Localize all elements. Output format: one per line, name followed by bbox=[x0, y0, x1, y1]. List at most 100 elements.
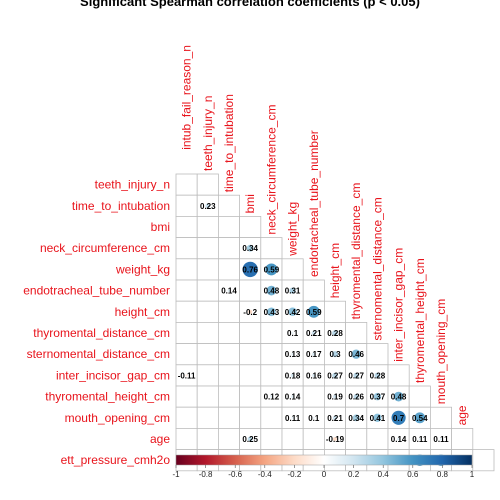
grid-cell bbox=[218, 365, 239, 386]
grid-cell bbox=[388, 365, 409, 386]
correlation-value-age-height-cm: -0.19 bbox=[326, 435, 345, 444]
colorbar-tick-label: 0.4 bbox=[378, 470, 390, 479]
correlation-value-thyromental-height-cm-thyromental-distance-cm: 0.26 bbox=[348, 393, 364, 402]
correlation-value-mouth-opening-cm-height-cm: 0.21 bbox=[327, 414, 343, 423]
correlation-value-height-cm-bmi: -0.2 bbox=[243, 308, 257, 317]
correlation-value-thyromental-distance-cm-weight-kg: 0.1 bbox=[287, 329, 299, 338]
grid-cell bbox=[218, 301, 239, 322]
grid-cell bbox=[197, 428, 218, 449]
grid-cell bbox=[367, 344, 388, 365]
row-label-thyromental-height-cm: thyromental_height_cm bbox=[45, 390, 170, 404]
correlation-value-endotracheal-tube-number-neck-circumference-cm: 0.48 bbox=[264, 287, 280, 296]
grid-cell bbox=[197, 386, 218, 407]
correlation-value-thyromental-distance-cm-height-cm: 0.28 bbox=[327, 329, 343, 338]
correlation-value-sternomental-distance-cm-endotracheal-tube-number: 0.17 bbox=[306, 350, 322, 359]
grid-cell bbox=[176, 322, 197, 343]
grid-cell bbox=[282, 259, 303, 280]
grid-cell bbox=[218, 216, 239, 237]
column-label-height-cm: height_cm bbox=[328, 243, 342, 298]
row-label-sternomental-distance-cm: sternomental_distance_cm bbox=[27, 347, 170, 361]
grid-cell bbox=[218, 386, 239, 407]
grid-cell bbox=[324, 301, 345, 322]
grid-cell bbox=[176, 280, 197, 301]
colorbar-tick-label: -0.6 bbox=[228, 470, 242, 479]
grid-cell bbox=[303, 428, 324, 449]
grid-cell bbox=[176, 407, 197, 428]
correlation-value-height-cm-endotracheal-tube-number: 0.59 bbox=[306, 308, 322, 317]
grid-cell bbox=[218, 259, 239, 280]
grid-cell bbox=[218, 407, 239, 428]
grid-cell bbox=[197, 365, 218, 386]
grid-cell bbox=[261, 344, 282, 365]
correlation-value-age-mouth-opening-cm: 0.11 bbox=[433, 435, 449, 444]
grid-cell bbox=[197, 344, 218, 365]
grid-cell bbox=[261, 407, 282, 428]
grid-cell bbox=[473, 450, 494, 471]
colorbar-tick-label: -1 bbox=[172, 470, 180, 479]
grid-cell bbox=[218, 195, 239, 216]
grid-cell bbox=[197, 407, 218, 428]
row-label-time-to-intubation: time_to_intubation bbox=[72, 199, 170, 213]
grid-cell bbox=[176, 195, 197, 216]
grid-cell bbox=[240, 344, 261, 365]
grid-cell bbox=[176, 386, 197, 407]
correlation-value-endotracheal-tube-number-time-to-intubation: 0.14 bbox=[221, 287, 237, 296]
grid-cell bbox=[430, 407, 451, 428]
correlation-value-height-cm-neck-circumference-cm: 0.43 bbox=[264, 308, 280, 317]
row-label-endotracheal-tube-number: endotracheal_tube_number bbox=[23, 284, 170, 298]
row-label-teeth-injury-n: teeth_injury_n bbox=[95, 178, 170, 192]
correlation-value-sternomental-distance-cm-weight-kg: 0.13 bbox=[285, 350, 301, 359]
grid-cell bbox=[218, 238, 239, 259]
grid-cell bbox=[282, 428, 303, 449]
column-label-neck-circumference-cm: neck_circumference_cm bbox=[264, 105, 278, 235]
correlation-value-inter-incisor-gap-cm-height-cm: 0.27 bbox=[327, 371, 343, 380]
correlation-value-weight-kg-bmi: 0.76 bbox=[242, 265, 258, 274]
row-label-inter-incisor-gap-cm: inter_incisor_gap_cm bbox=[56, 368, 170, 382]
column-label-inter-incisor-gap-cm: inter_incisor_gap_cm bbox=[392, 248, 406, 362]
grid-cell bbox=[197, 174, 218, 195]
correlation-value-mouth-opening-cm-thyromental-distance-cm: 0.34 bbox=[348, 414, 364, 423]
correlation-value-inter-incisor-gap-cm-weight-kg: 0.18 bbox=[285, 371, 301, 380]
grid-cell bbox=[197, 280, 218, 301]
column-label-thyromental-distance-cm: thyromental_distance_cm bbox=[349, 183, 363, 320]
correlation-value-sternomental-distance-cm-thyromental-distance-cm: 0.46 bbox=[348, 350, 364, 359]
column-label-endotracheal-tube-number: endotracheal_tube_number bbox=[307, 130, 321, 277]
colorbar-tick-label: 1 bbox=[470, 470, 475, 479]
column-label-time-to-intubation: time_to_intubation bbox=[222, 94, 236, 192]
grid-cell bbox=[218, 428, 239, 449]
column-label-bmi: bmi bbox=[243, 194, 257, 213]
grid-cell bbox=[303, 280, 324, 301]
row-label-bmi: bmi bbox=[151, 220, 170, 234]
colorbar-tick-label: 0.6 bbox=[407, 470, 419, 479]
colorbar-tick-label: 0.8 bbox=[437, 470, 449, 479]
chart-title: Significant Spearman correlation coeffic… bbox=[80, 0, 420, 9]
correlation-value-mouth-opening-cm-thyromental-height-cm: 0.54 bbox=[412, 414, 428, 423]
correlation-value-inter-incisor-gap-cm-intub-fail-reason-n: -0.11 bbox=[178, 371, 196, 380]
correlation-value-mouth-opening-cm-endotracheal-tube-number: 0.1 bbox=[308, 414, 320, 423]
correlation-value-endotracheal-tube-number-weight-kg: 0.31 bbox=[285, 287, 301, 296]
colorbar-tick-label: -0.2 bbox=[288, 470, 302, 479]
grid-cell bbox=[240, 407, 261, 428]
correlation-value-sternomental-distance-cm-height-cm: 0.3 bbox=[329, 350, 341, 359]
grid-cell bbox=[452, 428, 473, 449]
grid-cell bbox=[240, 322, 261, 343]
row-labels: teeth_injury_n time_to_intubationbmi neck_… bbox=[23, 178, 170, 468]
correlation-value-thyromental-distance-cm-endotracheal-tube-number: 0.21 bbox=[306, 329, 322, 338]
row-label-weight-kg: weight_kg bbox=[115, 262, 170, 276]
correlation-value-weight-kg-neck-circumference-cm: 0.59 bbox=[264, 265, 280, 274]
grid-cell bbox=[218, 344, 239, 365]
column-label-age: age bbox=[455, 405, 469, 425]
correlation-value-thyromental-height-cm-height-cm: 0.19 bbox=[327, 393, 343, 402]
column-label-weight-kg: weight_kg bbox=[286, 202, 300, 257]
row-label-neck-circumference-cm: neck_circumference_cm bbox=[40, 241, 170, 255]
correlation-value-age-inter-incisor-gap-cm: 0.14 bbox=[391, 435, 407, 444]
colorbar-tick-label: -0.4 bbox=[258, 470, 272, 479]
correlation-value-height-cm-weight-kg: 0.42 bbox=[285, 308, 301, 317]
row-label-height-cm: height_cm bbox=[115, 305, 170, 319]
column-label-thyromental-height-cm: thyromental_height_cm bbox=[413, 258, 427, 383]
colorbar-gradient bbox=[176, 455, 472, 465]
colorbar-tick-label: 0 bbox=[322, 470, 327, 479]
column-label-teeth-injury-n: teeth_injury_n bbox=[201, 96, 215, 171]
grid-cell bbox=[197, 238, 218, 259]
